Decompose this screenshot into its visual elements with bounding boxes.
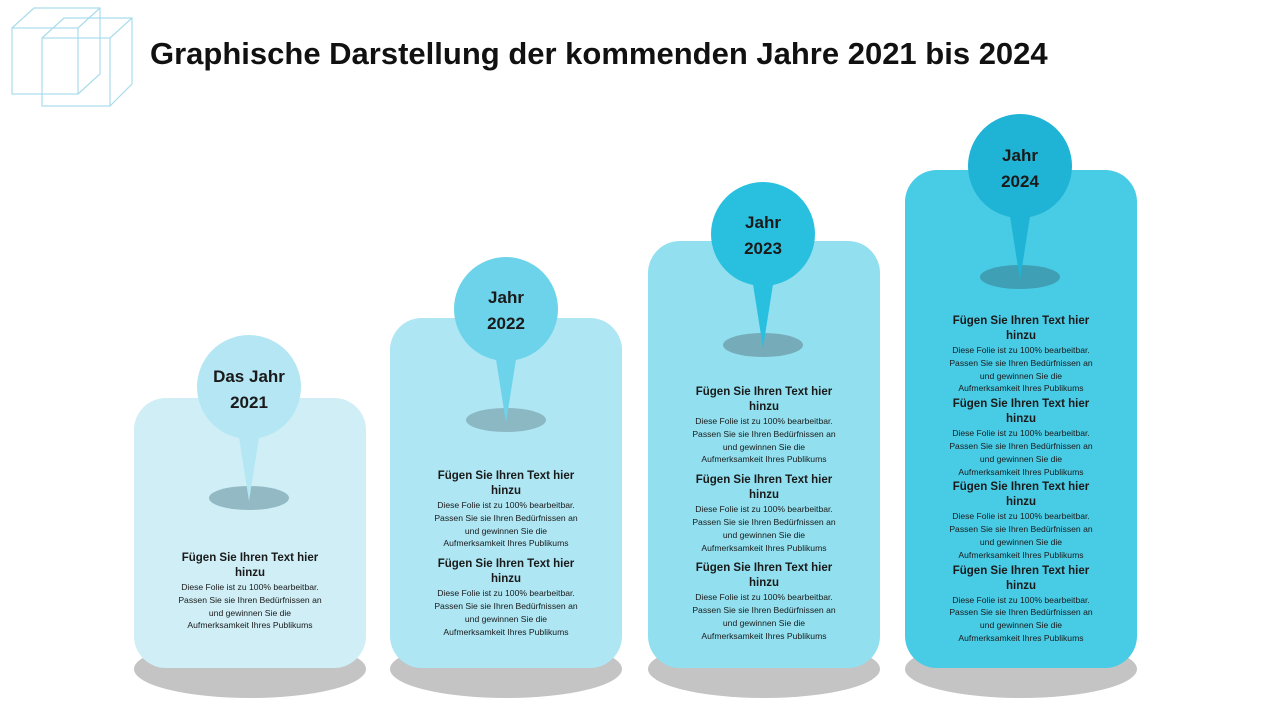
entry-heading: Fügen Sie Ihren Text hier hinzu: [437, 558, 575, 586]
map-pin-icon: [197, 335, 301, 510]
year-label-2023: Jahr 2023: [744, 213, 782, 258]
entry-text: Diese Folie ist zu 100% bearbeitbar. Pass…: [692, 504, 836, 553]
entry-text: Diese Folie ist zu 100% bearbeitbar. Pass…: [692, 416, 836, 465]
entry-heading: Fügen Sie Ihren Text hier hinzu: [695, 386, 833, 413]
entry-text: Diese Folie ist zu 100% bearbeitbar. Pass…: [178, 582, 322, 631]
entry-heading: Fügen Sie Ihren Text hier hinzu: [181, 552, 319, 579]
text-entry: Fügen Sie Ihren Text hier hinzu Diese Fol…: [678, 561, 850, 642]
entry-heading: Fügen Sie Ihren Text hier hinzu: [952, 315, 1090, 342]
map-pin-icon: [968, 114, 1072, 289]
entry-heading: Fügen Sie Ihren Text hier hinzu: [695, 474, 833, 502]
entries-2024: Fügen Sie Ihren Text hier hinzu Diese Fol…: [935, 314, 1107, 645]
text-entry: Fügen Sie Ihren Text hier hinzu Diese Fol…: [935, 564, 1107, 645]
page-title: Graphische Darstellung der kommenden Jah…: [150, 36, 1048, 71]
entry-heading: Fügen Sie Ihren Text hier hinzu: [695, 562, 833, 590]
entry-text: Diese Folie ist zu 100% bearbeitbar. Pass…: [434, 588, 578, 637]
text-entry: Fügen Sie Ihren Text hier hinzu Diese Fol…: [935, 314, 1107, 395]
entry-heading: Fügen Sie Ihren Text hier hinzu: [437, 470, 575, 497]
entry-text: Diese Folie ist zu 100% bearbeitbar. Pass…: [949, 428, 1093, 477]
year-label-2024: Jahr 2024: [1001, 146, 1039, 191]
text-entry: Fügen Sie Ihren Text hier hinzu Diese Fol…: [420, 469, 592, 550]
entries-2022: Fügen Sie Ihren Text hier hinzu Diese Fol…: [420, 469, 592, 638]
map-pin-icon: [454, 257, 558, 432]
entry-heading: Fügen Sie Ihren Text hier hinzu: [952, 481, 1090, 509]
year-label-2022: Jahr 2022: [487, 288, 525, 333]
text-entry: Fügen Sie Ihren Text hier hinzu Diese Fol…: [678, 473, 850, 554]
entries-2023: Fügen Sie Ihren Text hier hinzu Diese Fol…: [678, 385, 850, 643]
map-pin-icon: [711, 182, 815, 357]
entry-heading: Fügen Sie Ihren Text hier hinzu: [952, 564, 1090, 592]
text-entry: Fügen Sie Ihren Text hier hinzu Diese Fol…: [678, 385, 850, 466]
text-entry: Fügen Sie Ihren Text hier hinzu Diese Fol…: [420, 557, 592, 638]
entries-2021: Fügen Sie Ihren Text hier hinzu Diese Fol…: [164, 551, 336, 632]
text-entry: Fügen Sie Ihren Text hier hinzu Diese Fol…: [935, 397, 1107, 478]
entry-text: Diese Folie ist zu 100% bearbeitbar. Pass…: [949, 345, 1093, 394]
entry-heading: Fügen Sie Ihren Text hier hinzu: [952, 398, 1090, 426]
text-entry: Fügen Sie Ihren Text hier hinzu Diese Fol…: [164, 551, 336, 632]
entry-text: Diese Folie ist zu 100% bearbeitbar. Pass…: [692, 592, 836, 641]
text-entry: Fügen Sie Ihren Text hier hinzu Diese Fol…: [935, 480, 1107, 561]
entry-text: Diese Folie ist zu 100% bearbeitbar. Pass…: [434, 500, 578, 549]
cube-outline-logo: [11, 7, 133, 107]
entry-text: Diese Folie ist zu 100% bearbeitbar. Pass…: [949, 511, 1093, 560]
year-label-2021: Das Jahr 2021: [213, 367, 285, 412]
entry-text: Diese Folie ist zu 100% bearbeitbar. Pass…: [949, 594, 1093, 643]
